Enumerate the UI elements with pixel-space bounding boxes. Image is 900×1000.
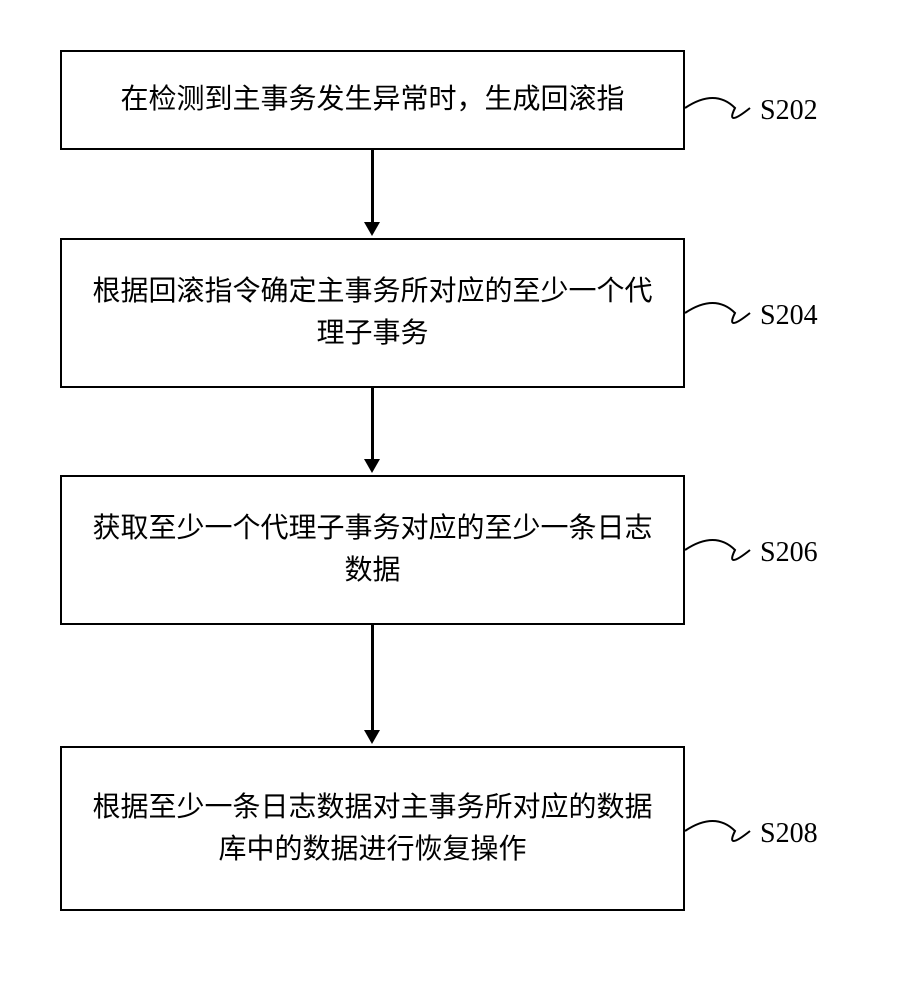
step-box-3: 获取至少一个代理子事务对应的至少一条日志数据	[60, 475, 685, 625]
step-text-3: 获取至少一个代理子事务对应的至少一条日志数据	[82, 508, 663, 592]
step-text-4: 根据至少一条日志数据对主事务所对应的数据库中的数据进行恢复操作	[82, 787, 663, 871]
step-box-1: 在检测到主事务发生异常时，生成回滚指	[60, 50, 685, 150]
connector-curve-2	[685, 293, 755, 333]
step-label-4: S208	[760, 818, 818, 850]
flowchart-container: 在检测到主事务发生异常时，生成回滚指 S202 根据回滚指令确定主事务所对应的至…	[0, 0, 900, 1000]
connector-curve-4	[685, 811, 755, 851]
step-text-2: 根据回滚指令确定主事务所对应的至少一个代理子事务	[82, 271, 663, 355]
step-label-2: S204	[760, 300, 818, 332]
step-box-4: 根据至少一条日志数据对主事务所对应的数据库中的数据进行恢复操作	[60, 746, 685, 911]
step-label-3: S206	[760, 537, 818, 569]
connector-curve-3	[685, 530, 755, 570]
step-label-1: S202	[760, 95, 818, 127]
connector-curve-1	[685, 88, 755, 128]
step-text-1: 在检测到主事务发生异常时，生成回滚指	[120, 79, 624, 121]
step-box-2: 根据回滚指令确定主事务所对应的至少一个代理子事务	[60, 238, 685, 388]
